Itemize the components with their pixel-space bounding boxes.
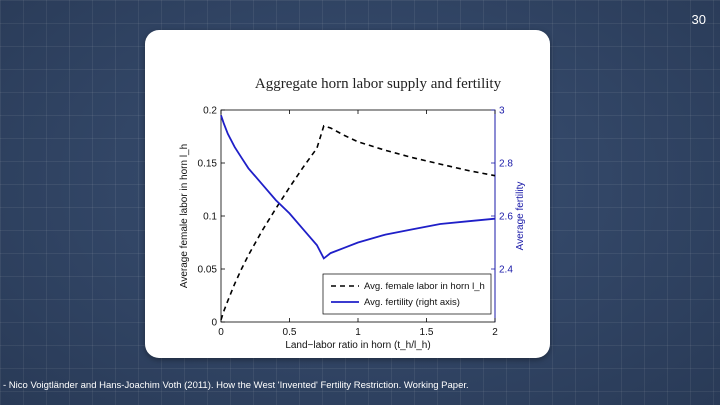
x-tick-label: 1.5 xyxy=(420,327,434,338)
legend-label-fertility: Avg. fertility (right axis) xyxy=(364,297,460,308)
x-tick-label: 0.5 xyxy=(283,327,297,338)
legend-label-female-labor: Avg. female labor in horn l_h xyxy=(364,281,485,292)
series-points xyxy=(220,115,496,320)
x-ticks: 0 0.5 1 1.5 2 xyxy=(218,110,498,338)
left-y-ticks: 0 0.05 0.1 0.15 0.2 xyxy=(198,106,225,329)
right-y-tick-label: 2.4 xyxy=(499,265,513,276)
x-tick-label: 2 xyxy=(492,327,498,338)
chart-legend: Avg. female labor in horn l_h Avg. ferti… xyxy=(322,273,492,315)
chart-title: Aggregate horn labor supply and fertilit… xyxy=(255,76,502,92)
x-tick-label: 1 xyxy=(355,327,361,338)
right-y-tick-label: 2.6 xyxy=(499,212,513,223)
citation-text: - Nico Voigtländer and Hans-Joachim Voth… xyxy=(3,380,469,391)
series-fertility-line xyxy=(220,115,496,260)
right-y-tick-label: 2.8 xyxy=(499,159,513,170)
right-y-axis-label: Average fertility xyxy=(515,182,526,251)
legend-box xyxy=(322,273,492,315)
left-y-tick-label: 0.2 xyxy=(203,106,217,117)
line-chart: Aggregate horn labor supply and fertilit… xyxy=(179,76,526,351)
left-y-tick-label: 0.1 xyxy=(203,212,217,223)
x-axis-label: Land−labor ratio in horn (t_h/l_h) xyxy=(285,340,430,351)
left-y-tick-label: 0.15 xyxy=(198,159,218,170)
series-female-labor-line xyxy=(220,124,496,321)
left-y-tick-label: 0 xyxy=(211,318,217,329)
right-y-tick-label: 3 xyxy=(499,106,505,117)
figure-card: Aggregate horn labor supply and fertilit… xyxy=(145,30,550,358)
x-tick-label: 0 xyxy=(218,327,224,338)
left-y-axis-label: Average female labor in horn l_h xyxy=(179,144,190,288)
right-y-ticks: 2.4 2.6 2.8 3 xyxy=(491,106,513,276)
left-y-tick-label: 0.05 xyxy=(198,265,218,276)
slide-number: 30 xyxy=(691,12,706,27)
